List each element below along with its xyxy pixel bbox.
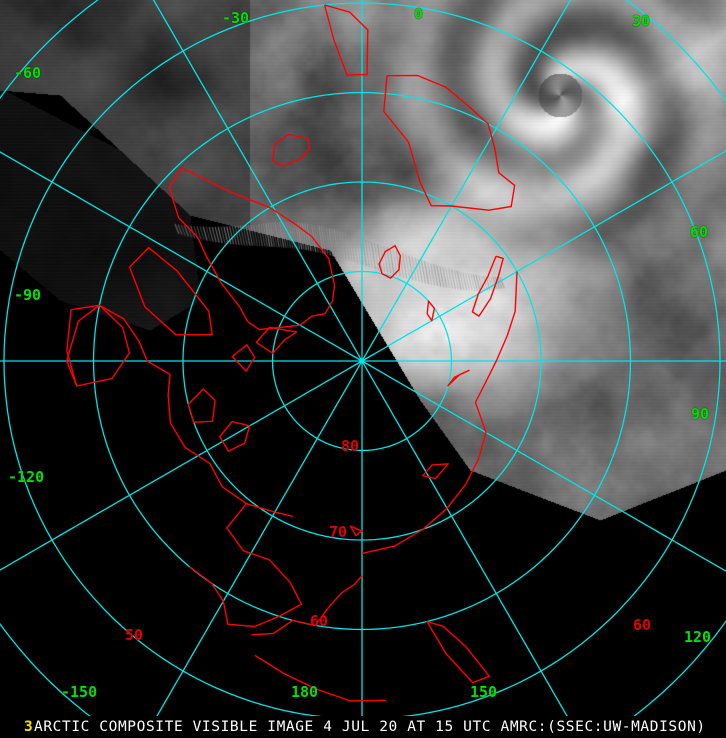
longitude-label: -120 xyxy=(8,468,45,486)
latitude-label: 50 xyxy=(125,626,144,644)
latitude-label: 60 xyxy=(633,616,652,634)
satellite-imagery-canvas xyxy=(0,0,726,716)
caption-description: ARCTIC COMPOSITE VISIBLE IMAGE 4 JUL 20 … xyxy=(34,719,706,735)
longitude-label: 90 xyxy=(691,405,710,423)
latitude-label: 70 xyxy=(329,523,348,541)
longitude-label: -30 xyxy=(222,9,250,27)
longitude-label: -60 xyxy=(14,64,42,82)
longitude-label: 120 xyxy=(684,628,712,646)
longitude-label: 150 xyxy=(470,683,498,701)
latitude-label: 60 xyxy=(310,612,329,630)
longitude-label: 60 xyxy=(690,223,709,241)
caption-channel-number: 3 xyxy=(24,719,34,735)
longitude-label: -150 xyxy=(61,683,98,701)
longitude-label: 180 xyxy=(291,683,319,701)
satellite-map-area[interactable]: 0 -30 -60 -90 -120 -150 180 150 120 90 60 30 80 70 60 5… xyxy=(0,0,726,716)
longitude-label: 0 xyxy=(414,5,424,23)
latitude-label: 80 xyxy=(341,437,360,455)
longitude-label: 30 xyxy=(632,12,651,30)
longitude-label: -90 xyxy=(14,286,42,304)
caption-bar: 3 ARCTIC COMPOSITE VISIBLE IMAGE 4 JUL 2… xyxy=(0,716,726,738)
